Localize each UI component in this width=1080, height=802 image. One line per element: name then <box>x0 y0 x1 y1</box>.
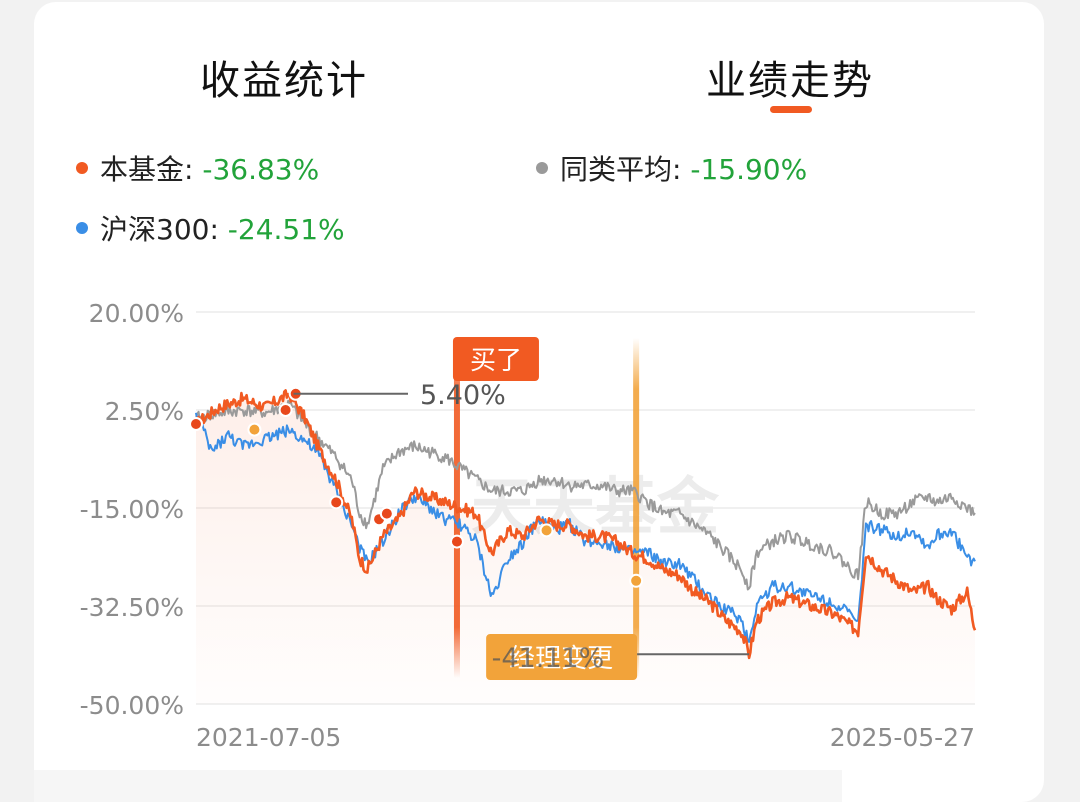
bottom-strip <box>34 770 842 802</box>
active-tab-indicator <box>770 106 812 113</box>
legend-csi300-dot-icon <box>76 222 88 234</box>
legend-category-name: 同类平均 <box>560 153 673 186</box>
legend-fund-dot-icon <box>76 162 88 174</box>
legend-category-dot-icon <box>536 162 548 174</box>
legend-category-average: 同类平均: -15.90% <box>536 148 807 188</box>
tab-return-stats[interactable]: 收益统计 <box>200 58 368 104</box>
tab-performance-trend[interactable]: 业绩走势 <box>706 58 874 104</box>
legend-category-value: -15.90% <box>690 153 808 186</box>
legend-fund-value: -36.83% <box>202 153 320 186</box>
legend-csi300: 沪深300: -24.51% <box>76 208 345 248</box>
performance-card <box>34 2 1044 802</box>
legend-csi300-value: -24.51% <box>227 213 345 246</box>
legend-csi300-name: 沪深300 <box>100 213 210 246</box>
legend-fund: 本基金: -36.83% <box>76 148 319 188</box>
legend-fund-name: 本基金 <box>100 153 185 186</box>
